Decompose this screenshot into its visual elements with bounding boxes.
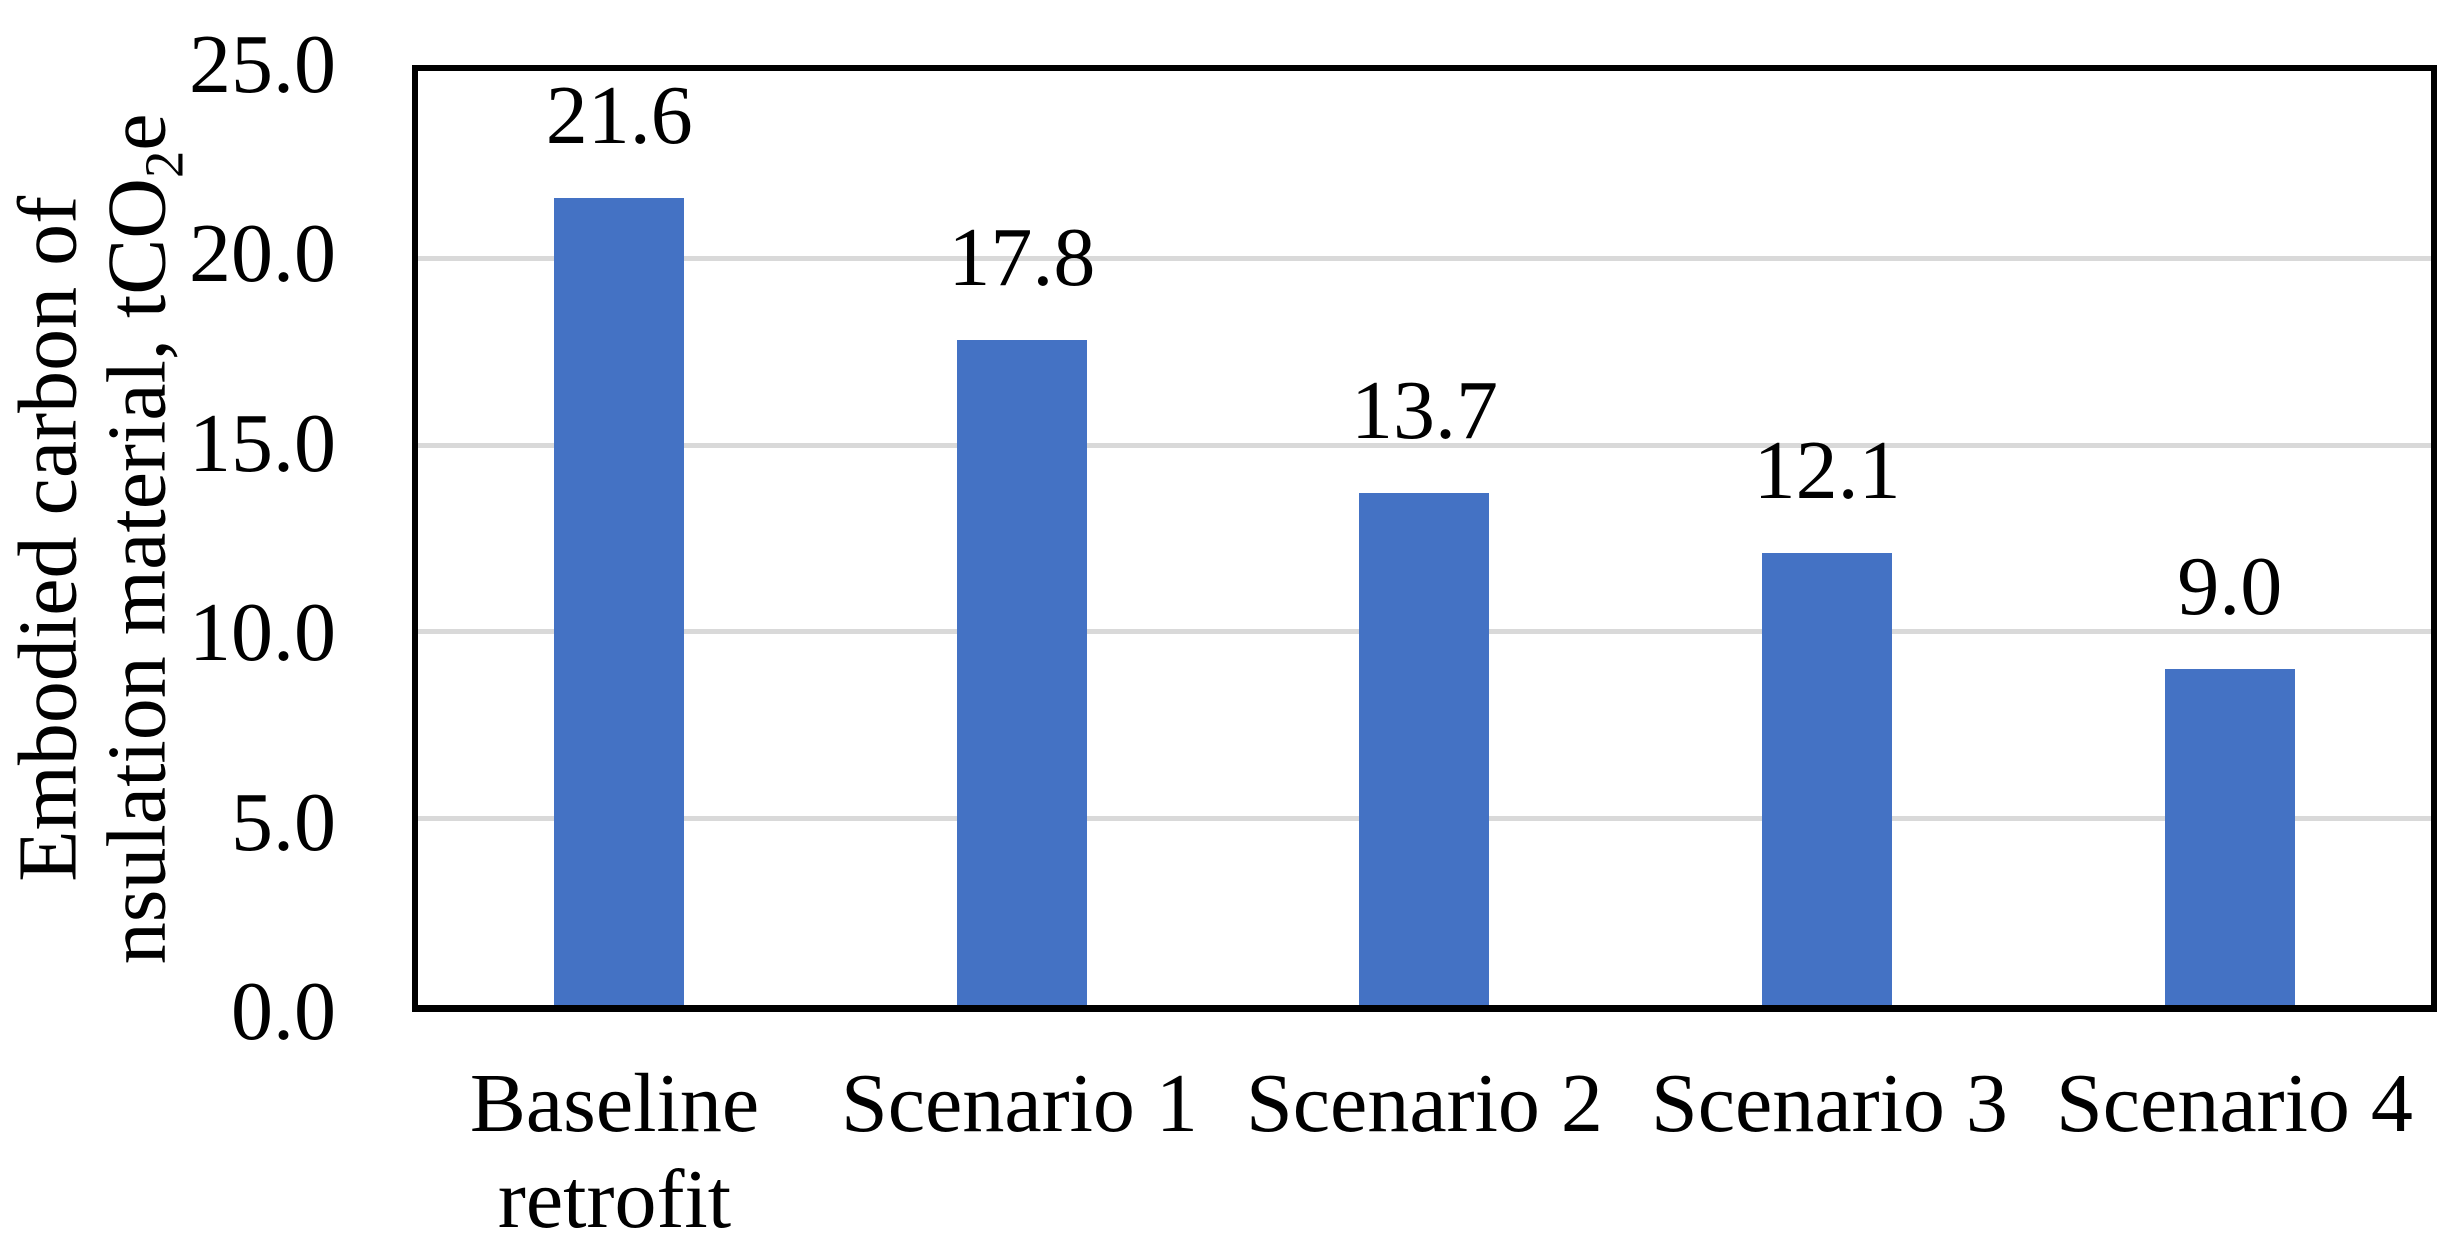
data-label-3: 13.7 [1350, 364, 1498, 458]
y-tick-label: 10.0 [189, 586, 336, 680]
data-label-1: 21.6 [545, 69, 693, 163]
y-tick-label: 25.0 [189, 18, 336, 111]
bar-slot-1: 21.6 [418, 71, 821, 1005]
bar-2 [956, 340, 1087, 1005]
bar-slot-3: 13.7 [1223, 71, 1626, 1005]
y-tick-label: 15.0 [189, 396, 336, 490]
data-label-5: 9.0 [2177, 539, 2283, 633]
bar-slot-2: 17.8 [821, 71, 1224, 1005]
gridline [418, 255, 2431, 261]
y-axis-tick-labels: 25.0 20.0 15.0 10.0 5.0 0.0 [0, 23, 336, 1054]
data-label-2: 17.8 [948, 211, 1096, 304]
x-tick-label-5: Scenario 4 [2056, 1057, 2413, 1150]
bar-1 [554, 198, 685, 1005]
y-tick-label: 20.0 [189, 207, 336, 301]
bar-5 [2164, 668, 2295, 1005]
y-tick-label: 0.0 [231, 965, 336, 1058]
x-axis-tick-labels: Baseline retrofit Scenario 1 Scenario 2 Sce… [412, 1056, 2437, 1256]
y-tick-label: 5.0 [231, 775, 336, 869]
x-tick-label-2: Scenario 1 [841, 1057, 1198, 1150]
data-label-4: 12.1 [1753, 423, 1901, 517]
x-tick-label-3: Scenario 2 [1246, 1057, 1603, 1150]
bar-4 [1762, 552, 1893, 1005]
x-tick-label-1: Baseline retrofit [469, 1057, 760, 1246]
bar-3 [1359, 493, 1490, 1005]
bar-slot-5: 9.0 [2028, 71, 2431, 1005]
gridline [418, 442, 2431, 448]
bar-slot-4: 12.1 [1626, 71, 2029, 1005]
x-tick-label-4: Scenario 3 [1651, 1057, 2008, 1150]
plot-area: 21.6 17.8 13.7 12.1 9.0 [412, 65, 2437, 1012]
